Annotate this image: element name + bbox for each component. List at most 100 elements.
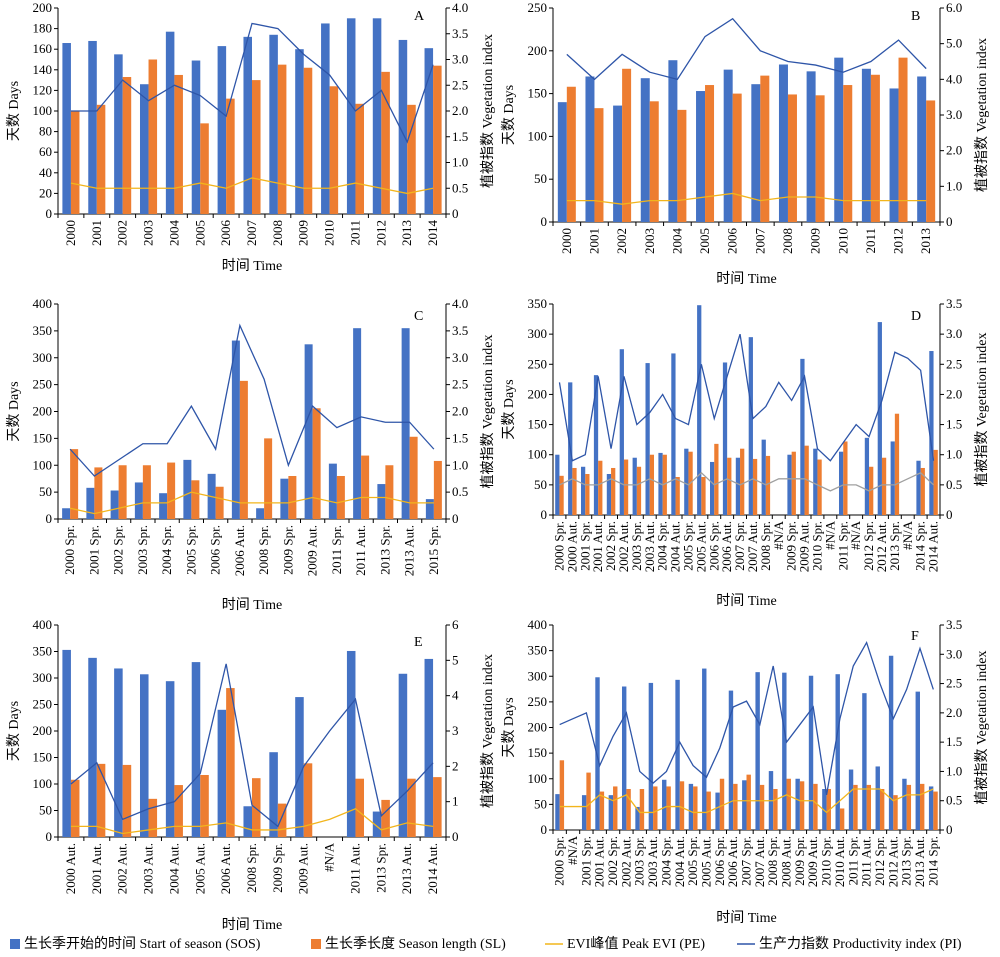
y-axis-title: 天数 Days	[6, 381, 22, 441]
sl-bar	[920, 467, 925, 515]
sl-bar	[329, 86, 339, 214]
sl-bar	[433, 777, 442, 837]
x-axis-title: 时间 Time	[222, 917, 283, 933]
sl-bar	[599, 791, 605, 830]
y2-tick-label: 2.5	[452, 377, 468, 392]
x-tick-label: 2009	[808, 228, 823, 254]
y-tick-label: 0	[541, 214, 548, 229]
x-tick-label: 2006 Aut.	[725, 836, 740, 887]
x-tick-label: 2011 Aut.	[347, 843, 362, 894]
sos-bar	[114, 54, 123, 214]
sos-bar	[722, 362, 728, 515]
y-tick-label: 200	[528, 386, 548, 401]
x-tick-label: 2001 Aut.	[89, 843, 104, 894]
y-tick-label: 60	[39, 144, 52, 159]
sos-bar	[696, 91, 706, 222]
sos-bar	[835, 674, 840, 830]
sos-bar	[424, 48, 434, 214]
x-tick-label: 2012 Aut.	[885, 836, 900, 887]
sos-bar	[280, 478, 289, 519]
sos-bar	[929, 351, 934, 515]
x-tick-label: 2006	[725, 228, 740, 255]
legend-label: EVI峰值 Peak EVI (PE)	[567, 936, 705, 952]
sos-bar	[761, 439, 766, 515]
y-tick-label: 250	[528, 694, 548, 709]
sos-bar	[593, 375, 599, 515]
x-tick-label: 2009 Spr.	[792, 836, 807, 886]
y2-tick-label: 5.0	[946, 36, 962, 51]
x-tick-label: 2004	[166, 220, 181, 247]
y2-tick-label: 2.0	[946, 386, 962, 401]
sl-bar	[926, 100, 936, 222]
sl-bar	[200, 774, 209, 837]
sl-bar	[407, 778, 416, 837]
sl-bar	[226, 688, 235, 837]
y-tick-label: 150	[528, 417, 548, 432]
sl-bar	[355, 103, 365, 214]
sl-bar	[626, 789, 631, 830]
y-tick-label: 50	[39, 803, 52, 818]
pi-line	[559, 640, 934, 795]
sos-bar	[877, 322, 882, 515]
sl-bar	[559, 760, 565, 830]
y-tick-label: 250	[528, 356, 548, 371]
sos-bar	[398, 673, 408, 837]
sl-bar	[893, 795, 898, 830]
sl-bar	[906, 784, 912, 830]
sl-bar	[675, 477, 680, 515]
x-tick-label: 2001 Aut.	[592, 836, 607, 887]
sl-bar	[148, 59, 158, 214]
sl-bar	[881, 457, 887, 515]
sl-bar	[613, 786, 618, 830]
sl-bar	[623, 459, 629, 515]
sl-bar	[839, 808, 845, 830]
sl-bar	[122, 764, 132, 837]
y-tick-label: 180	[33, 21, 53, 36]
x-tick-label: 2013	[399, 220, 414, 246]
y2-tick-label: 5	[452, 652, 459, 667]
sl-bar	[773, 789, 778, 830]
sl-bar	[70, 779, 80, 837]
pe-line	[559, 471, 934, 492]
y-tick-label: 100	[33, 457, 53, 472]
chart-panel-d: 0 50 100 150 200 250 300 350 0 0.5 1.0 1.5 2.0 2.5 3.0…	[501, 296, 990, 609]
y2-tick-label: 4.0	[946, 71, 962, 86]
sos-bar	[139, 674, 149, 837]
sl-bar	[653, 786, 658, 830]
sl-bar	[701, 477, 706, 515]
sl-bar	[826, 789, 831, 830]
sos-bar	[916, 460, 921, 515]
y2-tick-label: 0.5	[452, 484, 468, 499]
x-tick-label: 2006 Aut.	[719, 521, 734, 572]
sos-bar	[295, 49, 304, 215]
sl-bar	[381, 799, 390, 837]
sl-bar	[239, 380, 248, 519]
y2-tick-label: 2	[452, 758, 459, 773]
x-tick-label: 2004 Aut.	[166, 843, 181, 894]
x-tick-label: 2014 Spr.	[925, 836, 940, 886]
sos-bar	[555, 454, 560, 515]
y-tick-label: 300	[33, 350, 53, 365]
sos-bar	[684, 448, 689, 515]
y2-tick-label: 2.5	[946, 676, 962, 691]
y-tick-label: 20	[39, 185, 52, 200]
sl-bar	[679, 781, 685, 830]
sl-bar	[786, 778, 791, 830]
y-tick-label: 200	[528, 720, 548, 735]
sl-bar	[277, 64, 287, 215]
sos-bar	[88, 657, 97, 837]
sl-bar	[381, 71, 390, 214]
y-tick-label: 300	[33, 670, 53, 685]
y2-tick-label: 3.5	[946, 296, 962, 311]
x-tick-label: 2014 Aut.	[425, 843, 440, 894]
y2-tick-label: 0.5	[452, 180, 468, 195]
x-tick-label: 2013 Spr.	[373, 843, 388, 893]
x-tick-label: 2008 Spr.	[244, 843, 259, 893]
x-tick-label: 2006 Aut.	[232, 525, 247, 576]
x-tick-label: 2009 Spr.	[280, 525, 295, 575]
sl-bar	[843, 441, 848, 515]
sos-bar	[62, 508, 71, 519]
sos-bar	[165, 681, 175, 837]
x-tick-label: 2009 Spr.	[270, 843, 285, 893]
pi-line	[69, 323, 435, 477]
